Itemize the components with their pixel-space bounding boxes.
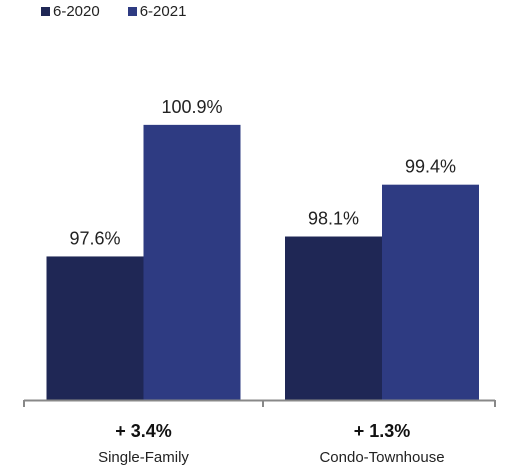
legend-swatch-6-2020 — [41, 7, 50, 16]
bar-6-2021-single-family — [143, 124, 241, 401]
value-label-6-2020-single-family: 97.6% — [69, 228, 120, 248]
legend: 6-2020 6-2021 — [41, 3, 214, 20]
bar-6-2020-single-family — [46, 256, 144, 400]
legend-label-6-2020: 6-2020 — [53, 3, 100, 20]
change-label-condo-townhouse: + 1.3% — [354, 421, 411, 441]
bar-6-2020-condo-townhouse — [285, 236, 382, 400]
category-label-condo-townhouse: Condo-Townhouse — [319, 449, 444, 466]
value-label-6-2021-single-family: 100.9% — [161, 97, 222, 117]
value-label-6-2021-condo-townhouse: 99.4% — [405, 157, 456, 177]
legend-item-6-2021: 6-2021 — [127, 3, 187, 20]
value-label-6-2020-condo-townhouse: 98.1% — [308, 209, 359, 229]
category-label-single-family: Single-Family — [98, 449, 189, 466]
legend-item-6-2020: 6-2020 — [41, 3, 100, 20]
legend-label-6-2021: 6-2021 — [139, 3, 187, 20]
bar-6-2021-condo-townhouse — [382, 184, 479, 400]
change-label-single-family: + 3.4% — [115, 421, 172, 441]
legend-swatch-6-2021 — [127, 7, 137, 16]
